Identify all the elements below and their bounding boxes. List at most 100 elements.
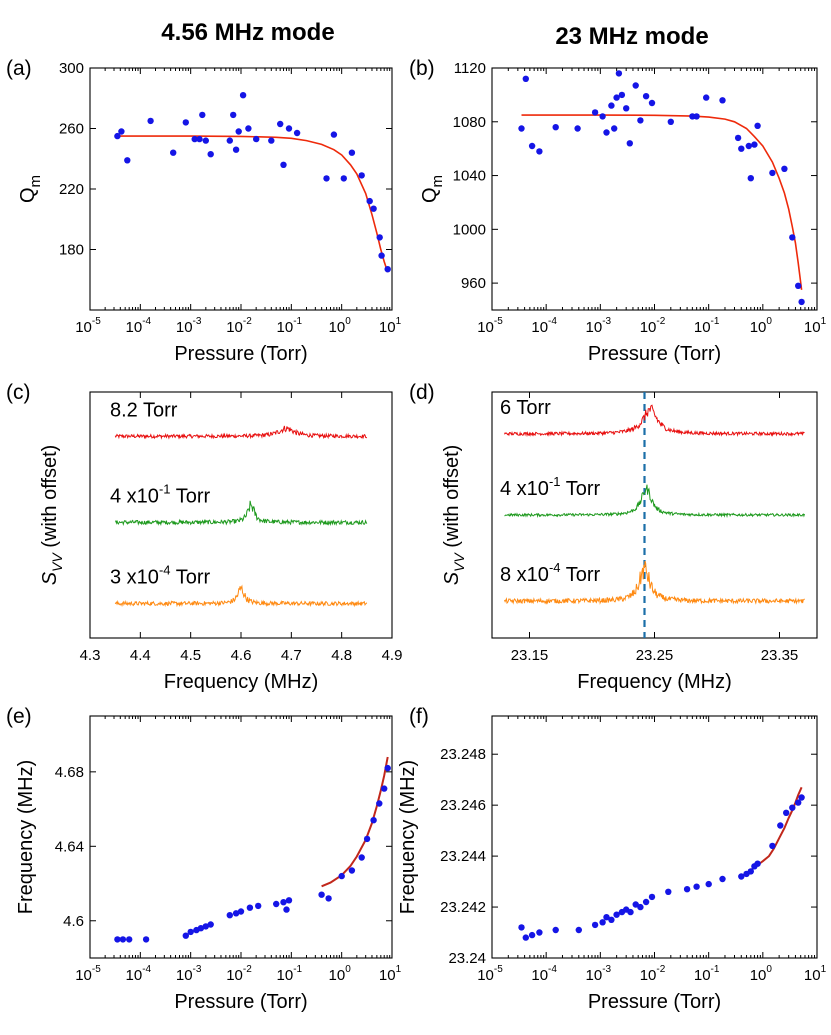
data-point (798, 794, 805, 801)
data-point (118, 128, 125, 135)
x-axis-label: Pressure (Torr) (588, 343, 721, 365)
data-point (637, 903, 644, 911)
data-point (340, 175, 347, 182)
trace-label: 8 x10-4 Torr (500, 560, 600, 586)
data-point (769, 842, 776, 850)
data-point (114, 936, 121, 943)
spectrum-trace-red (114, 425, 368, 440)
spectrum-trace-red (504, 404, 805, 438)
panel-label-c: (c) (6, 381, 31, 404)
x-tick-label: 10-3 (586, 316, 612, 336)
data-point (754, 122, 761, 129)
data-point (552, 926, 559, 934)
data-point (277, 120, 284, 128)
data-point (789, 804, 796, 811)
spectrum-trace-green (504, 484, 805, 519)
data-point (528, 142, 536, 150)
y-tick-label: 260 (59, 121, 84, 138)
data-point (226, 137, 233, 144)
data-point (615, 70, 623, 77)
y-tick-label: 4.64 (55, 838, 84, 855)
data-point (618, 91, 626, 99)
chart-b-qm-vs-pressure: 10-5 10-4 10-3 10-2 10-1 100 101 960 1000 1040 108… (419, 60, 827, 365)
data-point (323, 175, 330, 182)
data-point (648, 99, 656, 107)
data-point (285, 125, 293, 132)
data-point (648, 893, 656, 901)
data-point (518, 125, 525, 132)
y-axis-label: Frequency (MHz) (15, 760, 37, 914)
column-title-right: 23 MHz mode (555, 23, 708, 50)
data-point (552, 124, 559, 131)
data-point (536, 148, 543, 155)
data-point (202, 923, 209, 930)
data-point (781, 165, 788, 172)
x-tick-label: 10-5 (75, 316, 101, 336)
data-point (280, 899, 287, 906)
data-point (182, 932, 189, 939)
spectrum-trace-orange (114, 584, 368, 608)
trace-label: 3 x10-4 Torr (110, 563, 210, 589)
data-point (705, 880, 712, 888)
spectrum-trace-green (114, 500, 368, 527)
data-point (665, 888, 672, 895)
chart-d-spectra: 23.15 23.25 23.35 Frequency (MHz) SVV (with … (441, 391, 818, 693)
x-tick-label: 100 (329, 964, 352, 984)
data-point (637, 117, 644, 124)
data-point (536, 929, 543, 936)
y-tick-label: 220 (59, 181, 84, 198)
x-tick-label: 10-5 (477, 316, 503, 336)
data-point (114, 132, 121, 140)
y-tick-label: 1040 (453, 168, 486, 185)
data-point (719, 97, 726, 104)
y-axis-label: Qm (419, 175, 446, 203)
x-tick-label: 10-2 (640, 964, 666, 984)
plot-frame (89, 391, 393, 639)
data-point (230, 111, 237, 119)
data-point (783, 809, 790, 816)
data-point (376, 800, 383, 807)
x-tick-label: 10-1 (277, 964, 303, 984)
y-tick-label: 23.242 (440, 899, 486, 916)
data-point (575, 926, 582, 934)
data-point (370, 205, 377, 212)
data-point (591, 109, 599, 116)
data-point (253, 135, 260, 143)
x-tick-label: 10-3 (586, 964, 612, 984)
trace-label: 6 Torr (500, 397, 551, 419)
panel-label-f: (f) (409, 705, 429, 728)
data-point (226, 912, 233, 919)
y-tick-label: 23.248 (440, 746, 486, 763)
x-tick-label: 100 (750, 964, 773, 984)
data-point (330, 131, 338, 138)
data-point (795, 799, 802, 806)
y-tick-label: 4.68 (55, 764, 84, 781)
data-point (754, 860, 761, 867)
data-point (187, 928, 194, 936)
trace-label: 8.2 Torr (110, 399, 178, 421)
chart-f-frequency-vs-pressure: 10-5 10-4 10-3 10-2 10-1 100 101 23.24 23.242 23.… (397, 715, 827, 1013)
x-axis-label: Frequency (MHz) (164, 671, 318, 693)
data-point (293, 129, 301, 137)
data-point (197, 925, 205, 932)
panel-label-b: (b) (409, 57, 435, 80)
y-tick-label: 23.246 (440, 797, 486, 814)
x-tick-label: 4.3 (80, 647, 101, 664)
data-point (268, 137, 275, 144)
x-tick-label: 10-2 (226, 316, 252, 336)
data-point (703, 94, 710, 101)
data-point (627, 908, 634, 916)
data-point (202, 137, 209, 144)
fit-curve (321, 756, 389, 888)
data-point (196, 135, 203, 143)
data-point (611, 125, 618, 132)
plot-frame (491, 715, 818, 959)
panel-label-a: (a) (6, 57, 32, 80)
x-tick-label: 4.8 (331, 647, 352, 664)
data-point (378, 252, 385, 259)
x-tick-label: 10-3 (176, 316, 202, 336)
x-tick-label: 10-4 (531, 964, 557, 984)
data-point (738, 145, 745, 152)
data-point (285, 897, 293, 904)
data-point (747, 868, 754, 875)
